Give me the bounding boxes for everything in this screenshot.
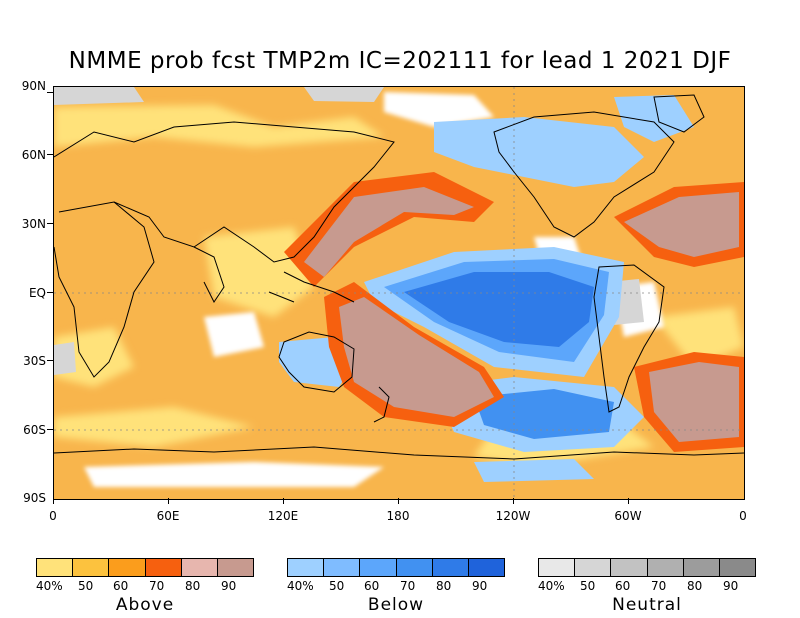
lon-label-120w: 120W: [495, 509, 531, 523]
lon-label-0-east: 0: [739, 509, 747, 523]
legend-above-tick-60: 60: [113, 579, 129, 593]
legend-below-name: Below: [367, 595, 425, 615]
legend-above-colorbar: [36, 558, 254, 577]
tick-eq: [47, 292, 53, 293]
legend-above-tick-90: 90: [221, 579, 237, 593]
lat-label-90n: 90N: [21, 79, 46, 93]
legend-below-swatch-60: [360, 559, 397, 576]
legend-above-tick-50: 50: [78, 579, 94, 593]
tick-120w: [513, 498, 514, 504]
south-america-outline: [593, 264, 665, 413]
legend-neutral-swatch-90: [719, 559, 756, 576]
legend-neutral-swatch-40: [539, 559, 576, 576]
eurasia-outline: [54, 121, 395, 263]
legend-below-swatch-50: [324, 559, 361, 576]
legend-below-colorbar: [287, 558, 505, 577]
map-canvas: [54, 87, 744, 499]
lat-label-30n: 30N: [21, 217, 46, 231]
legend-above-swatch-60: [109, 559, 146, 576]
lat-label-60n: 60N: [21, 148, 46, 162]
legend-neutral-tick-60: 60: [615, 579, 631, 593]
legend-above-tick-80: 80: [185, 579, 201, 593]
legend-above-tick-40: 40%: [36, 579, 63, 593]
lon-label-60w: 60W: [614, 509, 642, 523]
legend-neutral-tick-70: 70: [651, 579, 667, 593]
tick-60n: [47, 154, 53, 155]
tick-60w: [628, 498, 629, 504]
gridlines: [54, 87, 744, 499]
legend-neutral-swatch-70: [647, 559, 684, 576]
legend-below-ticks: 40% 50 60 70 80 90: [287, 579, 505, 593]
tick-30n: [47, 223, 53, 224]
legend-above-ticks: 40% 50 60 70 80 90: [36, 579, 254, 593]
legend-above-swatch-80: [181, 559, 218, 576]
lat-label-90s: 90S: [23, 491, 46, 505]
tick-30s: [47, 360, 53, 361]
lon-label-180: 180: [386, 509, 410, 523]
below-southern-ocean: [434, 377, 644, 482]
legend-below-tick-50: 50: [329, 579, 345, 593]
tick-90n: [47, 92, 53, 93]
legend-neutral-swatch-80: [683, 559, 720, 576]
legend-below-swatch-90: [468, 559, 505, 576]
legend-below-swatch-80: [432, 559, 469, 576]
lon-label-0: 0: [49, 509, 57, 523]
legend-below-tick-70: 70: [400, 579, 416, 593]
legend-above-tick-70: 70: [149, 579, 165, 593]
legend-above-name: Above: [115, 595, 175, 615]
legend-above-swatch-70: [145, 559, 182, 576]
legend-below-tick-90: 90: [472, 579, 488, 593]
legend-neutral-tick-50: 50: [580, 579, 596, 593]
lat-label-eq: EQ: [28, 286, 46, 300]
lat-label-60s: 60S: [23, 423, 46, 437]
legend-neutral-colorbar: [538, 558, 756, 577]
legend-above: 40% 50 60 70 80 90 Above: [36, 558, 254, 615]
legend-below-swatch-40: [288, 559, 325, 576]
above-80-region: [304, 187, 739, 442]
coastlines: [54, 94, 744, 460]
greenland-outline: [653, 94, 705, 133]
new-zealand-outline: [373, 386, 390, 423]
legend-neutral-swatch-60: [611, 559, 648, 576]
tick-180: [398, 498, 399, 504]
legend-below-tick-40: 40%: [287, 579, 314, 593]
legend-neutral-tick-80: 80: [687, 579, 703, 593]
probability-map: [53, 86, 745, 500]
legend-above-swatch-90: [217, 559, 254, 576]
legend-below: 40% 50 60 70 80 90 Below: [287, 558, 505, 615]
legend-neutral-name: Neutral: [612, 595, 682, 615]
legend-neutral: 40% 50 60 70 80 90 Neutral: [538, 558, 756, 615]
below-tropical-pacific: [364, 247, 624, 377]
tick-0: [53, 498, 54, 504]
legend-neutral-swatch-50: [575, 559, 612, 576]
tick-60e: [168, 498, 169, 504]
legend-neutral-tick-40: 40%: [538, 579, 565, 593]
north-america-outline: [493, 111, 675, 238]
legend-above-swatch-40: [37, 559, 74, 576]
tick-120e: [283, 498, 284, 504]
legend-below-tick-80: 80: [436, 579, 452, 593]
legend-neutral-ticks: 40% 50 60 70 80 90: [538, 579, 756, 593]
chart-title: NMME prob fcst TMP2m IC=202111 for lead …: [68, 48, 732, 74]
lon-label-60e: 60E: [156, 509, 180, 523]
australia-outline: [278, 331, 355, 393]
antarctica-outline: [54, 446, 744, 460]
tick-60s: [47, 429, 53, 430]
africa-outline: [54, 201, 155, 378]
below-north-pacific: [434, 95, 694, 187]
legend-below-swatch-70: [396, 559, 433, 576]
legend-neutral-tick-90: 90: [723, 579, 739, 593]
legend-above-swatch-50: [73, 559, 110, 576]
lon-label-120e: 120E: [267, 509, 299, 523]
maritime-continent-outline: [268, 271, 355, 303]
legend-below-tick-60: 60: [364, 579, 380, 593]
india-outline: [193, 246, 225, 303]
lat-label-30s: 30S: [23, 354, 46, 368]
